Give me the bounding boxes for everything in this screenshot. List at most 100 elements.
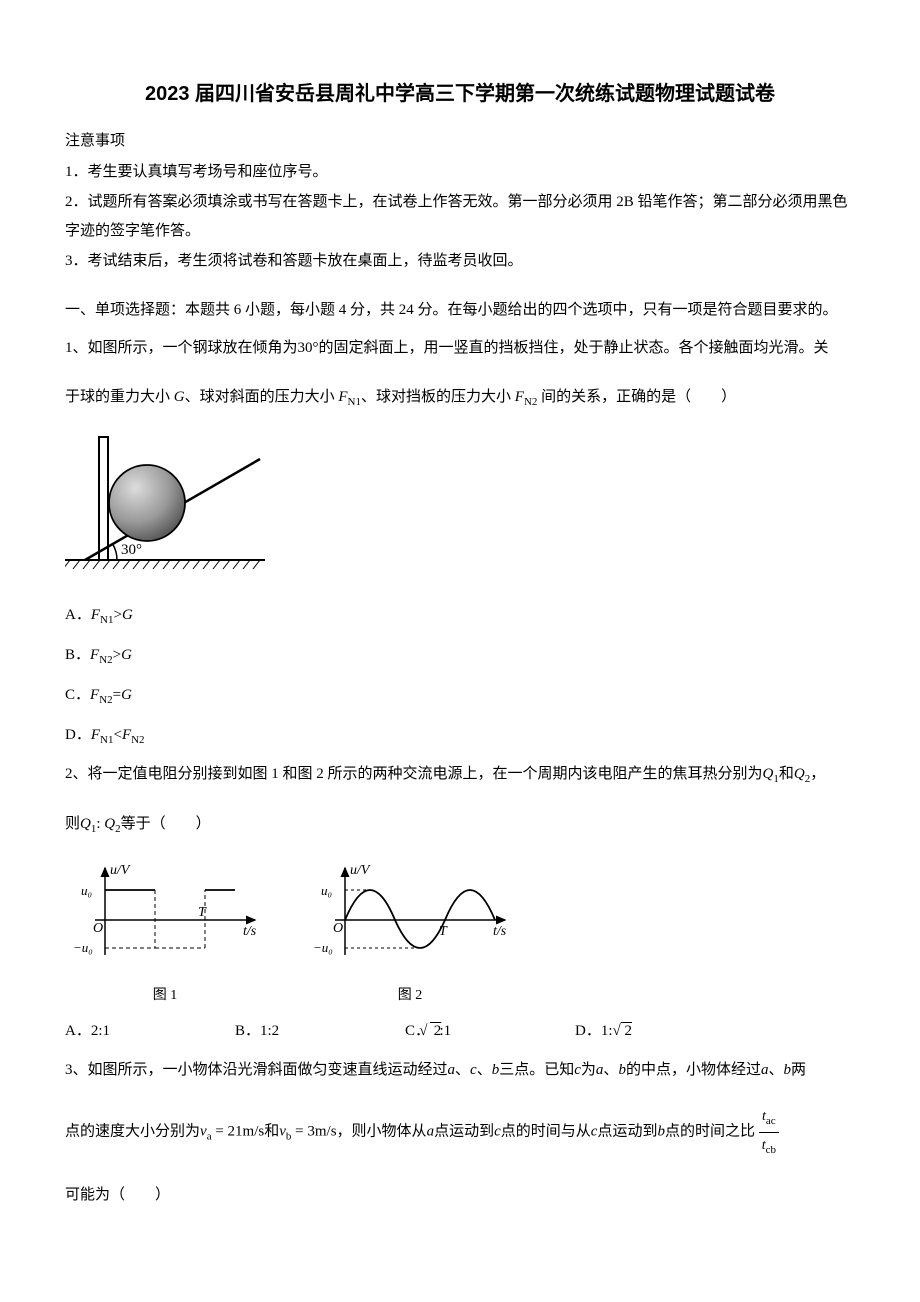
q2-Q2b: Q	[104, 816, 115, 832]
q3-b4: b	[657, 1124, 665, 1140]
q1-FN1-sub: N1	[348, 396, 361, 408]
q3-frac-num-sub: ac	[766, 1115, 776, 1127]
q3-t8: ，则小物体从	[337, 1124, 427, 1140]
q3-fraction: tac tcb	[759, 1104, 779, 1160]
svg-text:t/s: t/s	[243, 924, 257, 939]
svg-text:u/V: u/V	[350, 863, 371, 878]
section-1-header: 一、单项选择题：本题共 6 小题，每小题 4 分，共 24 分。在每小题给出的四…	[65, 296, 855, 325]
q2-text-b: ，	[810, 766, 825, 782]
q2-Q1: Q	[763, 766, 774, 782]
svg-text:u₀: u₀	[81, 883, 92, 898]
q1-FN1: F	[338, 389, 347, 405]
q3-t3: 三点。已知	[499, 1062, 574, 1078]
q1-options: A．FN1>G B．FN2>G C．FN2=G D．FN1<FN2	[65, 601, 855, 751]
q1-c-g: G	[121, 687, 132, 703]
q1-text-f: 间的关系，正确的是（ ）	[537, 389, 736, 405]
svg-text:O: O	[93, 921, 103, 936]
q2-colon: :	[96, 816, 100, 832]
q2-option-d: D．1:√ 2	[575, 1017, 745, 1046]
q2-Q2: Q	[794, 766, 805, 782]
q3-va: v	[200, 1124, 207, 1140]
q2-d-1: 1:	[601, 1023, 613, 1039]
q1-a-g: G	[122, 607, 133, 623]
q3-sep3: 、	[603, 1062, 618, 1078]
q1-text-b: 的固定斜面上，用一竖直的挡板挡住，处于静止状态。各个接触面均光滑。关	[319, 340, 829, 356]
q1-text-a: 1、如图所示，一个钢球放在倾角为	[65, 340, 298, 356]
q2-graph-2-caption: 图 2	[305, 983, 515, 1010]
q1-c-sub: N2	[99, 694, 112, 706]
q1-text-c: 于球的重力大小	[65, 389, 174, 405]
q1-G: G	[174, 389, 185, 405]
q2-option-b: B．1:2	[235, 1017, 405, 1046]
q1-a-f: F	[91, 607, 100, 623]
q3-b3: b	[783, 1062, 791, 1078]
q3-c3: c	[494, 1124, 501, 1140]
q3-t12: 点的时间之比	[665, 1124, 755, 1140]
exam-title: 2023 届四川省安岳县周礼中学高三下学期第一次统练试题物理试题试卷	[65, 75, 855, 113]
q3-t1: 3、如图所示，一小物体沿光滑斜面做匀变速直线运动经过	[65, 1062, 448, 1078]
svg-text:−u₀: −u₀	[73, 940, 93, 955]
q2-Q1b: Q	[80, 816, 91, 832]
svg-text:T: T	[198, 905, 207, 920]
notice-item-2: 2．试题所有答案必须填涂或书写在答题卡上，在试卷上作答无效。第一部分必须用 2B…	[65, 188, 855, 245]
q1-b-f: F	[90, 647, 99, 663]
q3-vb: v	[279, 1124, 286, 1140]
q3-vb-val: = 3m/s	[291, 1124, 336, 1140]
q3-t9: 点运动到	[434, 1124, 494, 1140]
question-1: 1、如图所示，一个钢球放在倾角为30°的固定斜面上，用一竖直的挡板挡住，处于静止…	[65, 334, 855, 750]
q3-va-val: = 21m/s	[212, 1124, 265, 1140]
q1-b-op: >	[113, 647, 121, 663]
q2-graph-2: u/V t/s O u₀ −u₀ T 图 2	[305, 860, 515, 1009]
q1-b-sub: N2	[99, 654, 112, 666]
q1-d-sub1: N1	[100, 734, 113, 746]
q1-c-op: =	[113, 687, 121, 703]
q3-t7: 点的速度大小分别为	[65, 1124, 200, 1140]
q3-a1: a	[448, 1062, 456, 1078]
notice-item-1: 1．考生要认真填写考场号和座位序号。	[65, 158, 855, 187]
svg-text:u/V: u/V	[110, 863, 131, 878]
q3-frac-den-sub: cb	[766, 1144, 776, 1156]
notice-item-3: 3．考试结束后，考生须将试卷和答题卡放在桌面上，待监考员收回。	[65, 247, 855, 276]
svg-text:−u₀: −u₀	[313, 940, 333, 955]
q1-figure-angle: 30°	[121, 542, 142, 558]
q1-option-a: A．FN1>G	[65, 601, 855, 631]
q3-t4: 为	[581, 1062, 596, 1078]
q1-option-b: B．FN2>G	[65, 641, 855, 671]
q2-graph-1: u/V t/s O u₀ −u₀ T 图 1	[65, 860, 265, 1009]
q1-figure: 30°	[65, 432, 855, 583]
q3-t6: 两	[791, 1062, 806, 1078]
q3-t5: 的中点，小物体经过	[626, 1062, 761, 1078]
q1-angle: 30°	[298, 340, 319, 356]
q3-t11: 点运动到	[597, 1124, 657, 1140]
svg-text:u₀: u₀	[321, 883, 332, 898]
q1-b-g: G	[121, 647, 132, 663]
q1-d-f1: F	[91, 727, 100, 743]
q2-option-a: A．2:1	[65, 1017, 235, 1046]
q2-and: 和	[779, 766, 794, 782]
q3-a4: a	[427, 1124, 435, 1140]
q1-text-e: 、球对挡板的压力大小	[361, 389, 515, 405]
q3-c1: c	[470, 1062, 477, 1078]
q1-c-pre: C．	[65, 687, 90, 703]
q2-d-pre: D．	[575, 1023, 601, 1039]
q2-text-d: 等于（ ）	[121, 816, 211, 832]
svg-text:T: T	[439, 924, 448, 939]
svg-text:t/s: t/s	[493, 924, 507, 939]
q1-option-c: C．FN2=G	[65, 681, 855, 711]
q3-t10: 点的时间与从	[501, 1124, 591, 1140]
q3-vand: 和	[264, 1124, 279, 1140]
q2-graphs: u/V t/s O u₀ −u₀ T 图 1	[65, 860, 855, 1009]
notice-header: 注意事项	[65, 127, 855, 156]
q3-sep4: 、	[768, 1062, 783, 1078]
question-2: 2、将一定值电阻分别接到如图 1 和图 2 所示的两种交流电源上，在一个周期内该…	[65, 760, 855, 1045]
q1-text-d: 、球对斜面的压力大小	[185, 389, 339, 405]
q1-d-op: <	[113, 727, 121, 743]
q1-FN2: F	[515, 389, 524, 405]
q3-t13: 可能为（ ）	[65, 1187, 170, 1203]
svg-text:O: O	[333, 921, 343, 936]
q1-d-sub2: N2	[131, 734, 144, 746]
q3-b2: b	[618, 1062, 626, 1078]
q1-b-pre: B．	[65, 647, 90, 663]
q2-text-c: 则	[65, 816, 80, 832]
q3-sep2: 、	[477, 1062, 492, 1078]
